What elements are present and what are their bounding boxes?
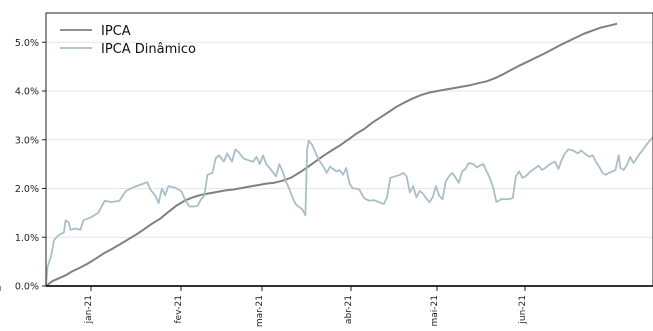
- series-line-ipca: [45, 22, 618, 287]
- x-tick-label: mai-21: [430, 295, 440, 326]
- x-tick-label: fev-21: [174, 295, 184, 324]
- series-line-ipca-dinamico: [45, 136, 653, 287]
- y-tick-label: 1.0%: [15, 233, 39, 244]
- x-tick-label: mar-21: [255, 295, 265, 327]
- x-tick-label: jun-21: [518, 295, 528, 325]
- y-tick-label: 4.0%: [15, 87, 39, 98]
- y-tick-label: 5.0%: [15, 38, 39, 49]
- x-axis: ez-20 jan-21 fev-21 mar-21 abr-21 mai-21 jun-2…: [0, 286, 528, 327]
- x-tick-label: jan-21: [84, 295, 94, 324]
- legend-label-ipca: IPCA: [101, 24, 131, 39]
- plot-frame: [45, 12, 653, 287]
- legend-label-ipca-dinamico: IPCA Dinâmico: [101, 42, 196, 57]
- series-lines: [45, 22, 653, 287]
- x-tick-label: ez-20: [0, 295, 3, 320]
- x-tick-label: abr-21: [344, 295, 354, 324]
- y-tick-label: 2.0%: [15, 184, 39, 195]
- y-tick-label: 3.0%: [15, 135, 39, 146]
- legend: IPCA IPCA Dinâmico: [60, 24, 196, 57]
- y-tick-label: 0.0%: [15, 282, 39, 293]
- y-axis: 0.0% 1.0% 2.0% 3.0% 4.0% 5.0%: [15, 38, 46, 293]
